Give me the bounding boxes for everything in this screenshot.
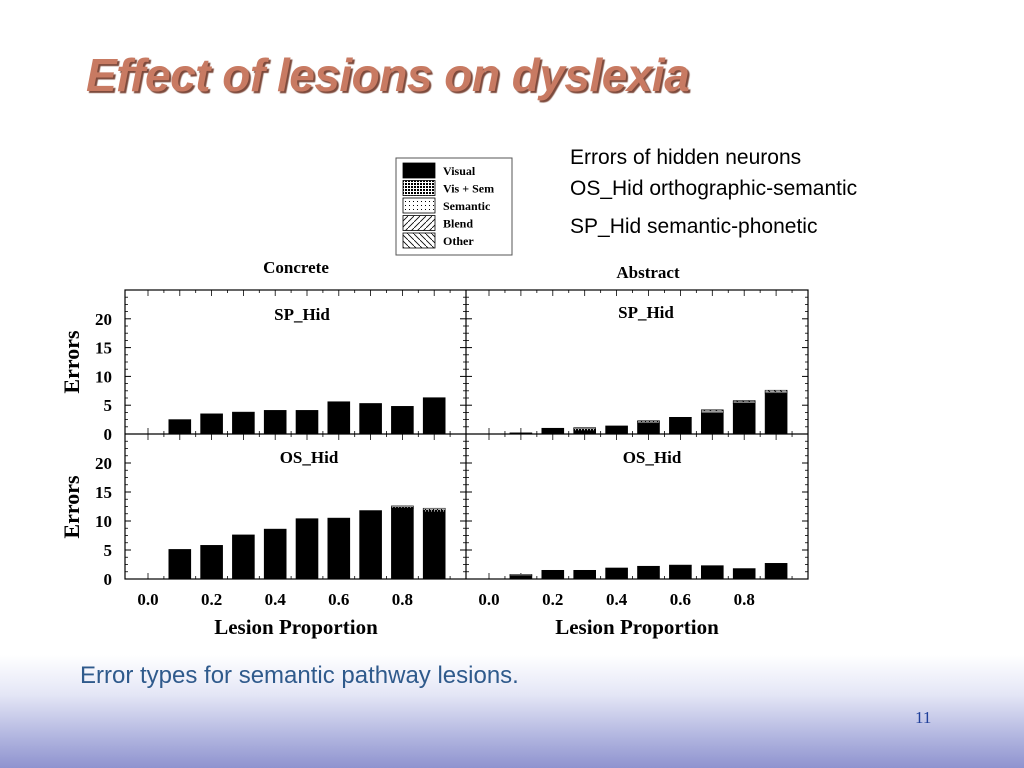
- lesion-error-figure: Visual Vis + Sem Semantic Blend Other Concre…: [59, 157, 809, 639]
- legend-label: Semantic: [443, 199, 491, 213]
- bar-visual: [637, 422, 660, 435]
- bar-semantic: [509, 574, 533, 576]
- note-errors-hidden: Errors of hidden neurons: [570, 146, 802, 169]
- x-tick-label: 0.4: [265, 590, 287, 609]
- legend-label: Vis + Sem: [443, 182, 494, 196]
- bar-semantic: [637, 420, 660, 423]
- y-axis-label-top: Errors: [59, 330, 84, 394]
- bar-visual: [669, 564, 692, 580]
- bar-visual: [168, 419, 192, 435]
- legend-label: Visual: [443, 164, 476, 178]
- x-tick-label: 0.6: [670, 590, 691, 609]
- bar-visual: [637, 565, 660, 580]
- bar-visual: [700, 412, 724, 435]
- bar-visual: [764, 392, 788, 435]
- bar-visual: [700, 565, 724, 580]
- bar-other: [732, 400, 756, 403]
- bar-visual: [391, 406, 414, 435]
- x-tick-label: 0.2: [542, 590, 563, 609]
- bar-visual: [263, 410, 287, 435]
- x-tick-label: 0.8: [392, 590, 413, 609]
- bar-visual: [422, 397, 446, 435]
- bar-visual: [359, 510, 382, 580]
- bar-visual: [327, 517, 351, 580]
- bar-visual: [509, 432, 533, 435]
- note-sp-hid: SP_Hid semantic-phonetic: [570, 215, 818, 238]
- bar-visual: [327, 401, 351, 435]
- bar-visual: [295, 518, 319, 580]
- chart-legend: Visual Vis + Sem Semantic Blend Other: [395, 157, 513, 256]
- legend-swatch-sparse-dots: [402, 197, 436, 214]
- bar-visual: [200, 545, 223, 580]
- y-tick-label: 0: [104, 425, 113, 444]
- bar-visual: [669, 416, 692, 435]
- column-title-abstract: Abstract: [616, 263, 680, 282]
- bar-visual: [573, 569, 597, 580]
- y-tick-label: 15: [95, 483, 112, 502]
- panel-title-concrete-sp-hid: SP_Hid: [274, 305, 330, 324]
- bar-visual: [764, 563, 788, 580]
- bar-semantic: [422, 507, 446, 511]
- legend-swatch-dense-dots: [402, 180, 436, 196]
- y-tick-label: 20: [95, 454, 112, 473]
- bar-visual: [732, 568, 756, 580]
- legend-label: Other: [443, 234, 474, 248]
- x-tick-label: 0.8: [734, 590, 755, 609]
- y-tick-label: 0: [104, 570, 113, 589]
- bar-visual: [605, 567, 628, 580]
- y-tick-label: 10: [95, 367, 112, 386]
- bar-visual: [422, 511, 446, 580]
- legend-swatch-hatch: [402, 232, 436, 249]
- y-axis-label-bottom: Errors: [59, 475, 84, 539]
- panel-title-concrete-os-hid: OS_Hid: [280, 448, 339, 467]
- x-axis-label-concrete: Lesion Proportion: [214, 615, 378, 639]
- bar-visual: [200, 413, 223, 435]
- note-os-hid: OS_Hid orthographic-semantic: [570, 177, 858, 200]
- y-tick-label: 5: [104, 541, 113, 560]
- x-tick-label: 0.0: [478, 590, 499, 609]
- bar-visual: [509, 575, 533, 580]
- y-tick-label: 15: [95, 339, 112, 358]
- legend-swatch-solid: [402, 162, 436, 179]
- y-tick-label: 20: [95, 310, 112, 329]
- x-tick-label: 0.2: [201, 590, 222, 609]
- footer-gradient-band: [0, 655, 1024, 768]
- bar-visual: [263, 528, 287, 580]
- bar-visual: [541, 427, 565, 435]
- column-title-concrete: Concrete: [263, 258, 329, 277]
- bar-semantic: [573, 427, 597, 430]
- legend-swatch-diagonal-lines: [402, 215, 436, 231]
- slide-title: Effect of lesions on dyslexia: [86, 49, 690, 101]
- page-number: 11: [915, 708, 932, 727]
- bar-visual: [732, 403, 756, 435]
- bar-visual: [541, 569, 565, 580]
- bar-other: [764, 389, 788, 393]
- bar-visual: [391, 507, 414, 580]
- bar-visual: [359, 403, 382, 435]
- x-tick-label: 0.4: [606, 590, 628, 609]
- bar-visual: [168, 549, 192, 580]
- bar-visual: [295, 410, 319, 435]
- legend-label: Blend: [443, 217, 473, 231]
- bar-visual: [232, 411, 255, 435]
- x-tick-label: 0.0: [137, 590, 158, 609]
- panel-title-abstract-os-hid: OS_Hid: [623, 448, 682, 467]
- x-tick-label: 0.6: [328, 590, 349, 609]
- slide-caption: Error types for semantic pathway lesions…: [80, 662, 519, 689]
- y-tick-label: 5: [104, 396, 113, 415]
- panel-title-abstract-sp-hid: SP_Hid: [618, 303, 674, 322]
- bar-visual: [573, 430, 597, 435]
- x-axis-label-abstract: Lesion Proportion: [555, 615, 719, 639]
- bar-other: [700, 409, 724, 412]
- bar-visual: [605, 425, 628, 435]
- y-tick-label: 10: [95, 512, 112, 531]
- bar-semantic: [391, 505, 414, 508]
- bar-visual: [232, 534, 255, 580]
